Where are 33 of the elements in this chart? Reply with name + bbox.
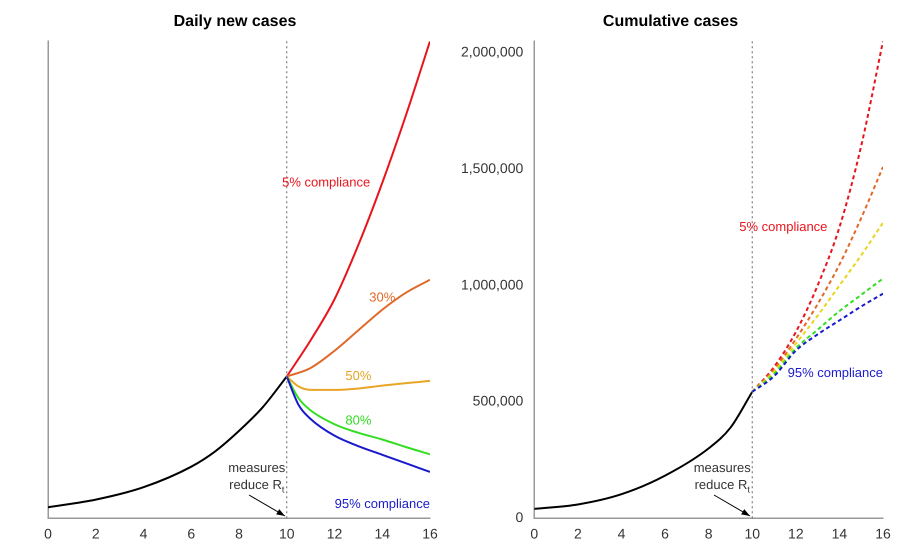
x-tick-label: 16 (422, 525, 438, 542)
series-label: 30% (369, 289, 396, 304)
x-tick-label: 8 (235, 525, 244, 542)
x-tick-label: 14 (374, 525, 390, 542)
series-label: 80% (345, 412, 372, 428)
x-tick-label: 10 (744, 525, 760, 542)
x-tick-label: 16 (875, 525, 891, 542)
y-tick-label: 1,500,000 (460, 160, 524, 176)
x-tick-label: 0 (44, 525, 52, 542)
series-label: 5% compliance (282, 174, 370, 190)
series-label: 50% (345, 368, 372, 384)
chart-title: Daily new cases (174, 13, 296, 30)
x-tick-label: 14 (832, 525, 848, 542)
x-tick-label: 2 (574, 525, 582, 542)
x-tick-label: 10 (278, 525, 295, 542)
series-label: 95% compliance (788, 365, 884, 380)
y-tick-label: 500,000 (472, 392, 524, 409)
x-tick-label: 4 (618, 525, 626, 542)
line-series (534, 390, 754, 510)
y-tick-label: 0 (515, 509, 524, 526)
x-tick-label: 12 (788, 525, 804, 542)
x-tick-label: 6 (187, 525, 196, 542)
x-tick-label: 0 (530, 525, 538, 542)
series-label: 5% compliance (739, 218, 828, 234)
x-tick-label: 8 (704, 525, 713, 542)
y-tick-label: 2,000,000 (460, 44, 524, 60)
x-tick-label: 12 (326, 525, 342, 542)
chart-title: Cumulative cases (602, 13, 738, 30)
x-tick-label: 2 (92, 525, 100, 542)
series-label: 95% compliance (334, 496, 430, 511)
x-tick-label: 4 (140, 525, 148, 542)
y-tick-label: 1,000,000 (460, 276, 524, 292)
x-tick-label: 6 (661, 525, 670, 542)
